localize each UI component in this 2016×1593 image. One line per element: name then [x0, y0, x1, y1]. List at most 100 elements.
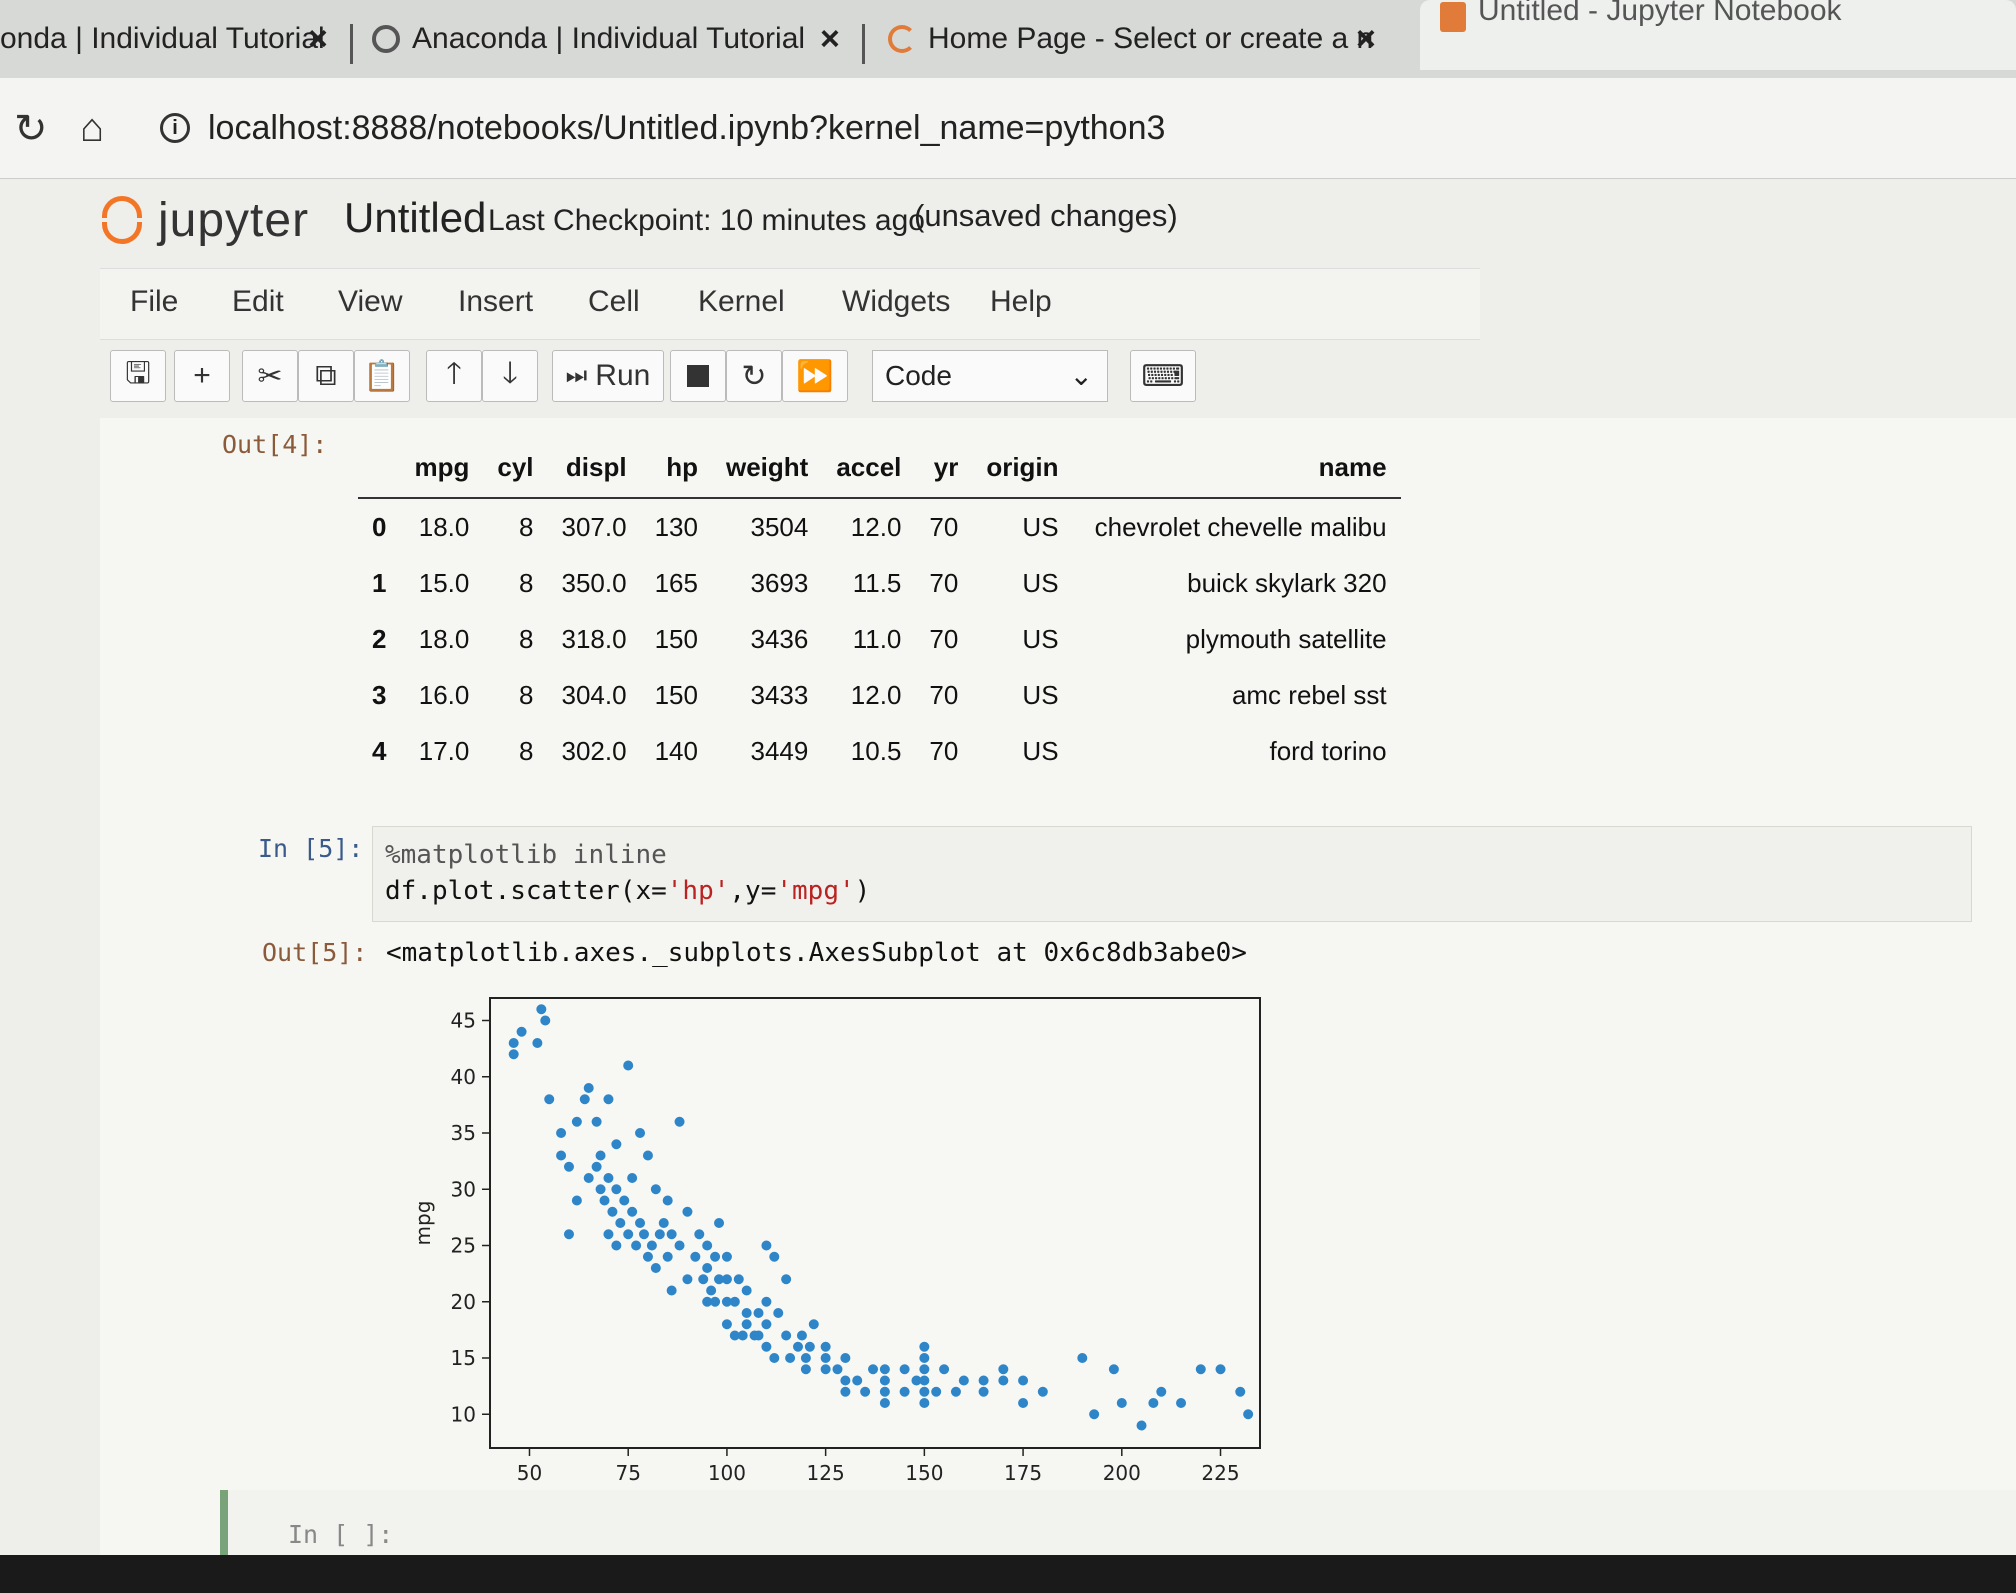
scatter-point: [1148, 1398, 1159, 1408]
command-palette-button[interactable]: ⌨: [1130, 350, 1196, 402]
jupyter-logo[interactable]: jupyter: [100, 192, 309, 248]
menu-help[interactable]: Help: [990, 285, 1052, 318]
save-icon: 🖫: [125, 356, 151, 390]
interrupt-button[interactable]: [670, 350, 726, 402]
run-button[interactable]: ⏭ Run: [552, 350, 664, 402]
scatter-point: [579, 1094, 590, 1105]
scatter-point: [796, 1330, 807, 1341]
scatter-point: [911, 1375, 922, 1386]
scatter-point: [536, 1004, 547, 1015]
y-tick-label: 35: [451, 1121, 476, 1145]
scatter-point: [781, 1330, 792, 1341]
table-cell: 318.0: [561, 623, 627, 654]
scatter-point: [1215, 1364, 1226, 1375]
y-tick-label: 30: [451, 1177, 476, 1201]
y-tick-label: 45: [451, 1009, 476, 1033]
paste-icon: 📋: [363, 359, 401, 393]
table-cell: 165: [654, 567, 698, 598]
tab-4-label: Untitled - Jupyter Notebook: [1478, 0, 1842, 27]
menu-edit[interactable]: Edit: [232, 285, 284, 318]
tab-2[interactable]: Anaconda | Individual Tutorial ×: [372, 8, 852, 70]
scatter-point: [879, 1386, 890, 1397]
close-icon[interactable]: ×: [1356, 19, 1376, 58]
notebook-title[interactable]: Untitled: [344, 194, 487, 241]
reload-icon[interactable]: ↻: [14, 107, 48, 151]
scatter-point: [800, 1364, 811, 1375]
run-icon: ⏭: [565, 362, 588, 389]
scatter-point: [556, 1128, 567, 1138]
table-cell: ford torino: [1269, 735, 1387, 766]
scatter-point: [607, 1206, 618, 1217]
menu-file[interactable]: File: [130, 285, 179, 318]
copy-button[interactable]: ⧉: [298, 350, 354, 402]
code-magic: %matplotlib inline: [385, 840, 667, 870]
menu-insert[interactable]: Insert: [458, 285, 534, 318]
menu-view[interactable]: View: [338, 285, 403, 318]
scatter-point: [804, 1341, 815, 1352]
scatter-point: [635, 1128, 646, 1138]
tab-1[interactable]: onda | Individual Tutorial ×: [0, 8, 340, 70]
table-row: 3 16.0 8 304.0 150 3433 12.0 70 US amc r…: [358, 667, 1401, 723]
close-icon[interactable]: ×: [308, 19, 328, 58]
arrow-up-icon: 🡑: [446, 356, 462, 390]
code-cell-editor[interactable]: %matplotlib inline df.plot.scatter(x='hp…: [372, 826, 1972, 922]
scatter-point: [532, 1038, 543, 1048]
y-tick-label: 20: [451, 1290, 476, 1314]
save-button[interactable]: 🖫: [110, 350, 166, 402]
scatter-point: [646, 1240, 657, 1251]
table-cell: 3433: [750, 679, 809, 710]
move-up-button[interactable]: 🡑: [426, 350, 482, 402]
move-down-button[interactable]: 🡓: [482, 350, 538, 402]
table-cell: 8: [519, 735, 534, 766]
scatter-point: [583, 1083, 594, 1093]
scatter-point: [642, 1150, 653, 1161]
scatter-point: [1077, 1353, 1088, 1363]
menu-cell[interactable]: Cell: [588, 285, 640, 318]
scatter-point: [595, 1184, 606, 1195]
menu-widgets[interactable]: Widgets: [842, 285, 951, 318]
scatter-point: [611, 1240, 622, 1251]
scatter-point: [1243, 1409, 1254, 1420]
table-cell: 307.0: [561, 511, 627, 542]
restart-run-all-button[interactable]: ⏩: [782, 350, 848, 402]
scatter-plot: 50751001251501752002251015202530354045hp…: [400, 978, 1300, 1518]
scatter-point: [950, 1386, 961, 1397]
close-icon[interactable]: ×: [820, 19, 840, 58]
restart-button[interactable]: ↻: [726, 350, 782, 402]
cut-button[interactable]: ✂: [242, 350, 298, 402]
paste-button[interactable]: 📋: [354, 350, 410, 402]
scatter-point: [1089, 1409, 1100, 1420]
scatter-point: [820, 1353, 831, 1363]
insert-cell-button[interactable]: +: [174, 350, 230, 402]
tab-3[interactable]: Home Page - Select or create a n ×: [888, 8, 1388, 70]
scatter-point: [840, 1386, 851, 1397]
column-header: name: [1072, 438, 1401, 499]
row-index: 3: [372, 679, 387, 710]
scatter-point: [721, 1296, 732, 1307]
tab-4-active[interactable]: Untitled - Jupyter Notebook: [1420, 0, 2016, 70]
code-line: %matplotlib inline: [385, 837, 1959, 873]
scatter-point: [650, 1263, 661, 1273]
menu-kernel[interactable]: Kernel: [698, 285, 785, 318]
home-icon[interactable]: ⌂: [80, 106, 105, 150]
info-icon[interactable]: i: [160, 113, 190, 143]
row-index: 2: [372, 623, 387, 654]
scatter-point: [603, 1094, 614, 1105]
table-row: 2 18.0 8 318.0 150 3436 11.0 70 US plymo…: [358, 611, 1401, 667]
cell-type-select[interactable]: Code ⌄: [872, 350, 1108, 402]
scatter-point: [591, 1116, 602, 1127]
table-cell: US: [1022, 735, 1059, 766]
scatter-point: [879, 1364, 890, 1375]
url-field[interactable]: i localhost:8888/notebooks/Untitled.ipyn…: [160, 100, 1165, 156]
scatter-point: [919, 1353, 930, 1363]
table-cell: US: [1022, 567, 1059, 598]
y-tick-label: 40: [451, 1065, 476, 1089]
table-cell: plymouth satellite: [1185, 623, 1387, 654]
input-prompt: In [5]:: [258, 834, 364, 863]
scatter-point: [516, 1026, 527, 1037]
table-cell: US: [1022, 511, 1059, 542]
scatter-point: [710, 1296, 721, 1307]
x-tick-label: 75: [615, 1461, 640, 1485]
scatter-point: [919, 1341, 930, 1352]
scatter-point: [860, 1386, 871, 1397]
